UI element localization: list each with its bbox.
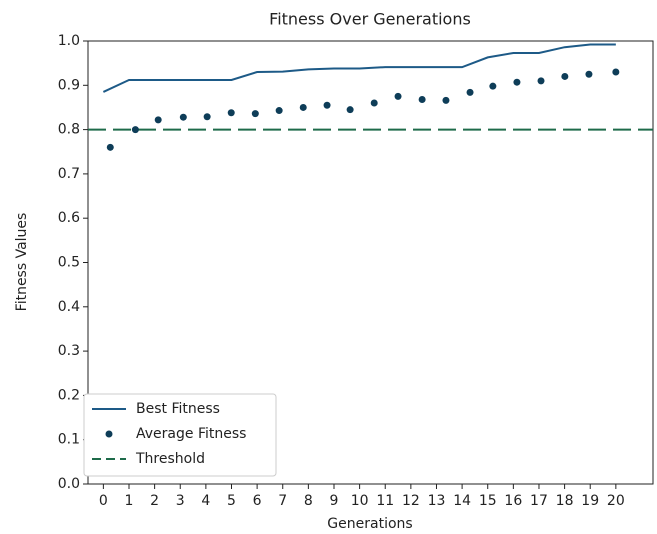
average-fitness-point <box>227 109 235 117</box>
x-tick-label: 11 <box>376 493 394 509</box>
average-fitness-point <box>179 113 187 121</box>
legend-label: Threshold <box>135 451 205 467</box>
y-tick-label: 0.9 <box>58 77 80 93</box>
y-tick-label: 0.6 <box>58 210 80 226</box>
average-fitness-point <box>323 101 331 109</box>
x-tick-label: 1 <box>125 493 134 509</box>
average-fitness-point <box>106 143 114 151</box>
y-tick-label: 0.8 <box>58 122 80 138</box>
average-fitness-point <box>346 106 354 114</box>
x-tick-label: 9 <box>330 493 339 509</box>
x-tick-label: 12 <box>402 493 420 509</box>
x-axis-label: Generations <box>327 516 412 532</box>
x-tick-label: 18 <box>556 493 574 509</box>
x-tick-label: 19 <box>581 493 599 509</box>
average-fitness-point <box>131 126 139 134</box>
average-fitness-point <box>585 70 593 78</box>
y-tick-label: 0.4 <box>58 299 80 315</box>
average-fitness-point <box>154 116 162 124</box>
x-tick-label: 8 <box>304 493 313 509</box>
average-fitness-point <box>299 103 307 111</box>
average-fitness-point <box>612 68 620 76</box>
average-fitness-point <box>203 113 211 121</box>
x-tick-label: 7 <box>278 493 287 509</box>
average-fitness-point <box>394 92 402 100</box>
y-tick-label: 0.1 <box>58 432 80 448</box>
average-fitness-point <box>489 82 497 90</box>
chart-title: Fitness Over Generations <box>269 10 471 29</box>
x-tick-label: 3 <box>176 493 185 509</box>
x-tick-label: 16 <box>504 493 522 509</box>
average-fitness-point <box>466 88 474 96</box>
average-fitness-point <box>537 77 545 85</box>
legend-label: Best Fitness <box>136 401 220 417</box>
x-tick-label: 13 <box>428 493 446 509</box>
y-axis-label: Fitness Values <box>14 213 30 312</box>
x-tick-label: 4 <box>201 493 210 509</box>
y-tick-label: 0.0 <box>58 476 80 492</box>
y-tick-label: 0.2 <box>58 387 80 403</box>
average-fitness-point <box>561 72 569 80</box>
x-tick-label: 14 <box>453 493 471 509</box>
average-fitness-point <box>251 110 259 118</box>
x-tick-label: 10 <box>351 493 369 509</box>
average-fitness-point <box>275 107 283 115</box>
y-tick-label: 1.0 <box>58 33 80 49</box>
y-tick-label: 0.5 <box>58 255 80 271</box>
best-fitness-line <box>102 43 616 93</box>
x-tick-label: 6 <box>253 493 262 509</box>
average-fitness-point <box>513 78 521 86</box>
average-fitness-point <box>370 99 378 107</box>
legend-box <box>83 393 277 477</box>
x-tick-label: 17 <box>530 493 548 509</box>
legend-swatch <box>105 430 113 438</box>
x-tick-label: 2 <box>150 493 159 509</box>
x-tick-label: 20 <box>607 493 625 509</box>
y-tick-label: 0.3 <box>58 343 80 359</box>
y-tick-label: 0.7 <box>58 166 80 182</box>
x-tick-label: 5 <box>227 493 236 509</box>
legend-label: Average Fitness <box>136 426 246 442</box>
x-tick-label: 15 <box>479 493 497 509</box>
average-fitness-point <box>442 96 450 104</box>
x-tick-label: 0 <box>99 493 108 509</box>
average-fitness-point <box>418 95 426 103</box>
